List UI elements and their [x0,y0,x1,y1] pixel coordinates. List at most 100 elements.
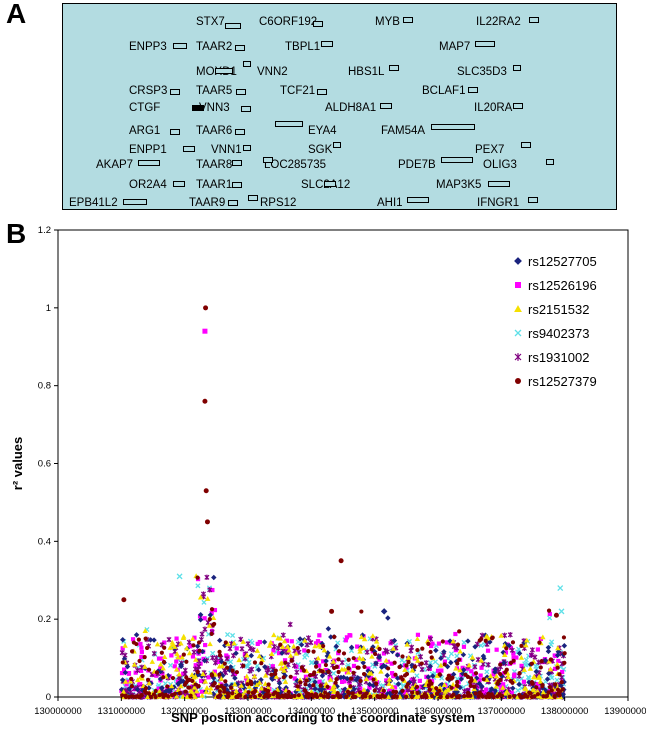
data-point [508,660,514,665]
data-point [385,694,392,700]
data-point [453,665,459,671]
data-point [174,659,179,664]
x-tick-label: 135000000 [351,706,399,717]
data-point [405,654,412,660]
x-tick-label: 136000000 [414,706,462,717]
data-point [353,677,360,683]
data-point [472,684,477,689]
data-point [204,519,210,525]
data-point [546,690,551,695]
data-point [142,628,149,633]
data-point [353,694,358,700]
data-point [442,662,447,667]
data-point [361,687,367,692]
data-point [243,694,248,700]
data-point [538,665,543,670]
data-point [519,663,524,668]
data-point [186,650,193,656]
data-point [382,647,388,654]
data-point [359,609,364,614]
gene-span-marker [243,61,251,67]
legend-label: rs1931002 [528,350,589,365]
gene-label: CTGF [129,102,161,114]
data-point [483,633,490,639]
data-point [473,691,478,696]
data-point [481,655,487,662]
data-point [448,651,454,657]
data-point [410,664,416,671]
gene-span-marker [232,182,242,188]
data-point [401,678,408,683]
data-point [366,681,373,688]
data-point [511,693,517,699]
data-point [529,661,535,666]
data-point [276,680,283,686]
data-point [178,678,184,685]
y-tick-label: 1 [46,303,51,314]
data-point [251,673,258,679]
data-point [502,690,509,696]
data-point [240,639,246,644]
data-point [373,638,380,644]
data-point [540,685,547,692]
data-point [241,663,246,668]
data-point [515,687,521,693]
data-point [465,638,471,644]
gene-label: C6ORF192 [259,16,318,28]
data-point [437,682,444,689]
data-point [289,658,294,663]
gene-span-marker [173,181,185,187]
data-point [549,675,555,681]
data-point [461,644,467,649]
data-point [314,664,319,669]
data-point [207,617,212,622]
data-point [480,653,487,659]
data-point [253,688,258,694]
data-point [197,617,204,623]
data-point [321,647,328,653]
data-point [134,641,139,647]
data-point [291,643,297,649]
data-point [323,690,328,695]
data-point [142,664,148,669]
data-point [487,693,492,698]
data-point [462,693,467,699]
data-point [479,665,484,670]
data-point [234,670,240,675]
data-point [557,672,562,677]
data-point [292,676,297,681]
data-point [491,672,496,677]
data-point [192,635,197,640]
data-point [414,636,421,642]
legend-marker [514,353,522,361]
data-point [389,684,395,689]
data-point [448,659,454,666]
data-point [178,683,184,689]
data-point [323,681,329,686]
data-point [157,668,164,675]
data-point [558,682,564,689]
data-point [204,574,210,581]
gene-label: HBS1L [348,66,385,78]
data-point [449,694,454,699]
data-point [392,660,397,665]
y-tick-label: 0.4 [38,536,51,547]
data-point [457,684,463,691]
data-point [343,638,348,643]
data-point [298,642,305,648]
scatter-chart: 0 0.2 0.4 0.6 0.8 1 1.2 130000000 131000000 13200… [10,225,646,725]
data-point [159,656,164,661]
data-point [230,668,235,673]
data-point [257,639,262,645]
data-point [438,662,444,668]
data-point [351,663,357,669]
data-point [313,693,318,698]
data-point [259,661,264,666]
data-point [212,607,218,613]
gene-span-marker [228,200,238,206]
data-point [554,677,560,683]
data-point [541,694,546,699]
data-point [321,659,326,664]
data-point [190,654,196,659]
data-point [331,683,337,689]
